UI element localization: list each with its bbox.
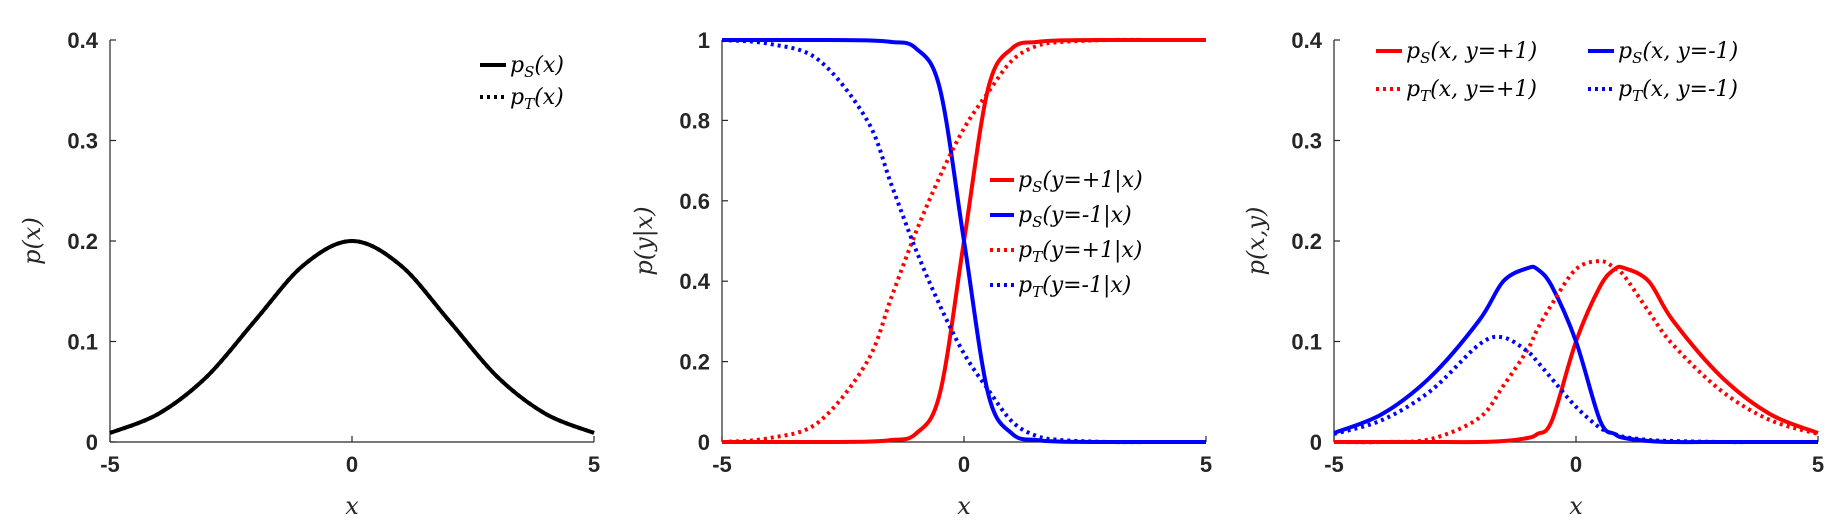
y-axis-label: p(x,y): [1242, 207, 1270, 276]
series-line: [109, 239, 595, 435]
y-tick-label: 0: [1310, 430, 1322, 455]
y-tick-label: 0.2: [67, 229, 98, 254]
legend-label: pT(x, y=+1): [1406, 77, 1537, 105]
y-tick-label: 0.4: [679, 269, 710, 294]
y-tick-label: 0.1: [1291, 330, 1322, 355]
y-tick-label: 1: [698, 28, 710, 53]
chart-conditional: 00.20.40.60.81-5 0 5xp(y|x)pS(y=+1|x)pS(y=…: [630, 28, 1212, 520]
x-tick-label: 0: [958, 452, 970, 477]
x-tick-label: 0: [346, 452, 358, 477]
x-tick-label: 5: [1200, 452, 1212, 477]
series-line: [1333, 259, 1819, 445]
y-tick-label: 0: [86, 430, 98, 455]
x-tick-label: -5: [100, 452, 120, 477]
y-tick-label: 0.6: [679, 189, 710, 214]
x-tick-label: 0: [1570, 452, 1582, 477]
legend-label: pT(y=+1|x): [1018, 238, 1142, 266]
y-tick-label: 0: [698, 430, 710, 455]
chart-marginal: 00.10.20.30.4-5 0 5xp(x)pS(x)pT(x): [18, 28, 600, 520]
legend-label: pS(y=-1|x): [1018, 203, 1132, 231]
legend-label: pT(x): [510, 85, 564, 113]
x-tick-label: 5: [1812, 452, 1824, 477]
y-axis-label: p(x): [18, 217, 46, 265]
y-axis-label: p(y|x): [630, 206, 659, 275]
chart-joint: 00.10.20.30.4-5 0 5xp(x,y)pS(x, y=+1) pS(x,…: [1242, 28, 1824, 520]
x-axis-label: x: [1569, 492, 1583, 520]
series-line: [1333, 264, 1818, 445]
y-tick-label: 0.2: [1291, 229, 1322, 254]
y-tick-label: 0.4: [67, 28, 98, 53]
legend-label: pT(x, y=-1): [1618, 77, 1738, 105]
y-tick-label: 0.8: [679, 108, 710, 133]
series-line: [109, 239, 595, 435]
series-line: [721, 38, 1206, 445]
series-line: [1333, 334, 1818, 445]
x-axis-label: x: [345, 492, 359, 520]
y-tick-label: 0.1: [67, 330, 98, 355]
y-tick-label: 0.3: [1291, 129, 1322, 154]
legend-label: pS(y=+1|x): [1018, 168, 1143, 196]
legend-label: pS(x, y=-1): [1618, 39, 1738, 67]
x-tick-label: -5: [1324, 452, 1344, 477]
x-tick-label: 5: [588, 452, 600, 477]
x-tick-label: -5: [712, 452, 732, 477]
x-axis-label: x: [957, 492, 971, 520]
series-line: [1334, 264, 1819, 445]
series-line: [721, 37, 1206, 444]
y-tick-label: 0.3: [67, 129, 98, 154]
legend-label: pS(x, y=+1): [1406, 39, 1537, 67]
legend-label: pS(x): [510, 53, 564, 81]
y-tick-label: 0.2: [679, 350, 710, 375]
legend-label: pT(y=-1|x): [1018, 273, 1131, 301]
y-tick-label: 0.4: [1291, 28, 1322, 53]
